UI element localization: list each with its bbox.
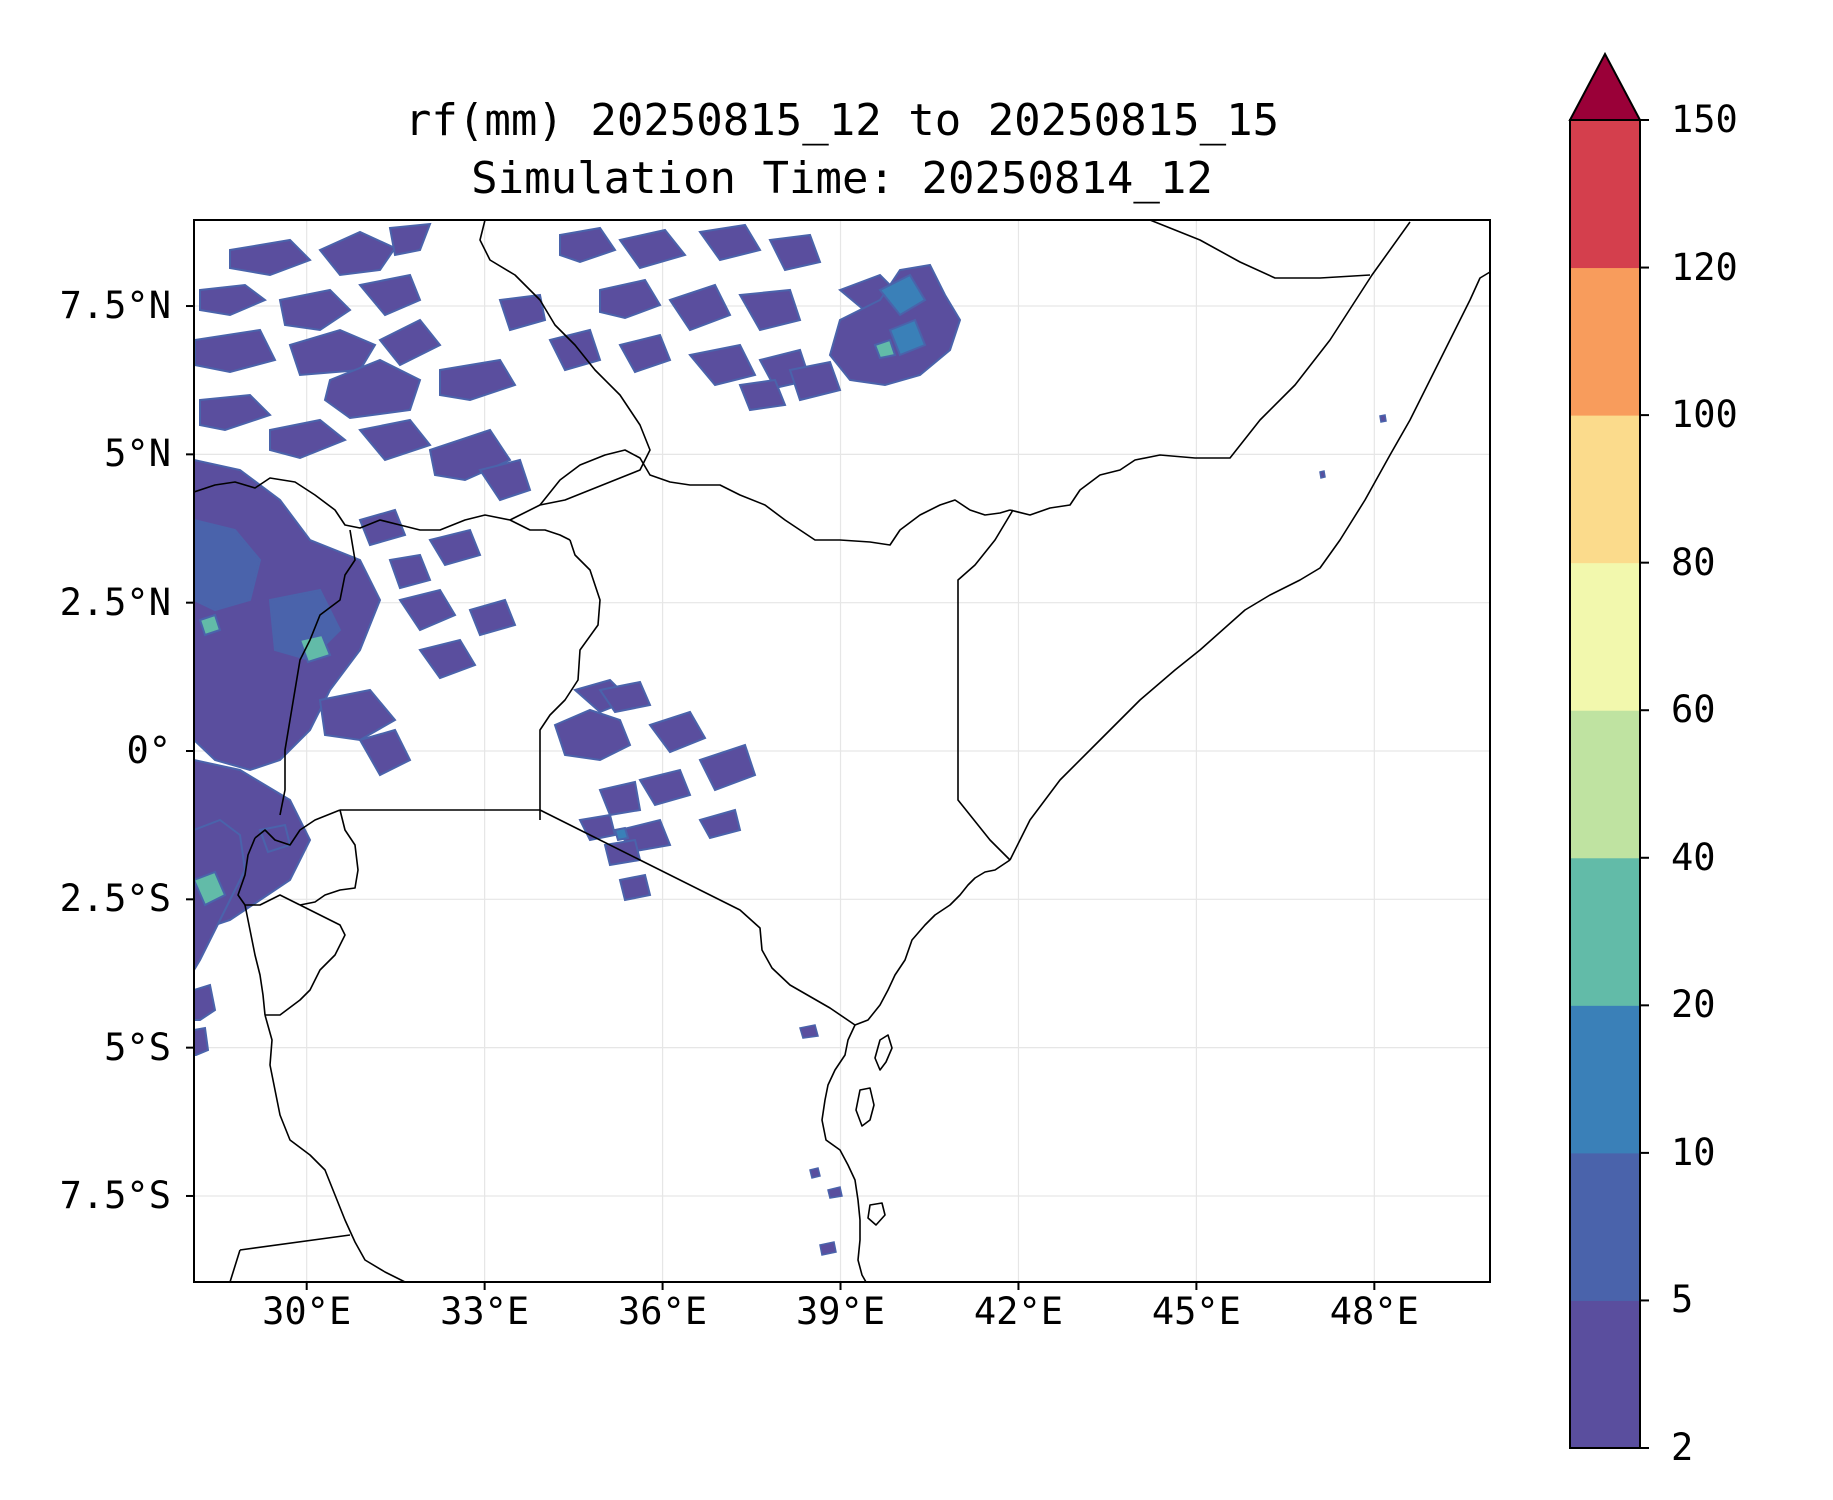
longitude-tick-label: 42°E [973,1290,1064,1333]
colorbar-tick-label: 20 [1671,983,1716,1027]
longitude-tick-label: 33°E [440,1290,530,1333]
colorbar-tick-label: 150 [1671,98,1738,141]
rain-cluster-lake-victoria [553,678,757,902]
colorbar-tick-label: 5 [1671,1278,1694,1322]
latitude-tick-label: 5°N [104,432,171,476]
colorbar-outline [1569,119,1641,1449]
longitude-tick-label: 39°E [795,1290,886,1333]
map-title: rf(mm) 20250815_12 to 20250815_15 [404,95,1280,146]
colorbar [1568,51,1649,1449]
latitude-tick-label: 7.5°S [59,1173,171,1217]
longitude-tick-label: 45°E [1151,1290,1241,1333]
colorbar-segment [1570,120,1640,269]
map-subtitle: Simulation Time: 20250814_12 [471,153,1213,204]
colorbar-segment [1570,710,1640,859]
latitude-tick-label: 2.5°N [59,580,171,624]
rainfall-field [194,222,1387,1256]
latitude-tick-label: 2.5°S [59,877,171,921]
colorbar-tick-label: 10 [1671,1130,1716,1174]
colorbar-tick-label: 100 [1671,393,1738,437]
country-borders-and-coastline [194,220,1490,1282]
colorbar-segment [1570,562,1640,711]
colorbar-tick-label: 40 [1671,835,1716,879]
rain-cells-northwest [194,222,907,502]
colorbar-segment [1570,857,1640,1006]
longitude-tick-label: 48°E [1329,1290,1419,1333]
axis-ticks [186,305,1376,1290]
latitude-tick-label: 5°S [104,1025,171,1069]
longitude-tick-label: 30°E [262,1290,352,1333]
latitude-tick-label: 0° [126,729,171,772]
colorbar-segment [1570,1300,1640,1449]
colorbar-segment [1570,267,1640,416]
colorbar-tick-label: 2 [1671,1426,1694,1469]
colorbar-tick-label: 120 [1671,245,1738,289]
colorbar-extend-max-triangle [1568,51,1642,121]
rain-cells-scattered [799,414,1387,1256]
colorbar-segment [1570,415,1640,564]
colorbar-segment [1570,1005,1640,1154]
colorbar-tick-label: 80 [1671,540,1716,584]
colorbar-tick-label: 60 [1671,688,1716,732]
rain-cluster-ethiopia [738,263,962,412]
latitude-tick-label: 7.5°N [59,284,171,328]
rain-cluster-southwest [194,818,292,1056]
colorbar-segment [1570,1152,1640,1301]
longitude-tick-label: 36°E [618,1290,708,1333]
